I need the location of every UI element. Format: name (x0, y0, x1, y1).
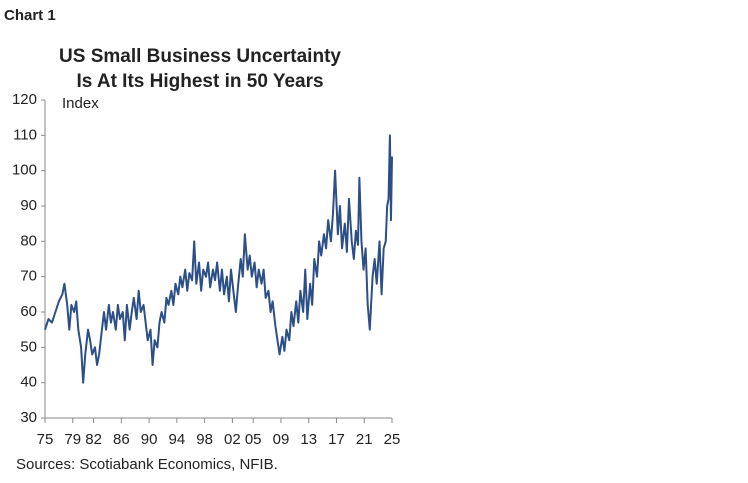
x-tick-label: 13 (300, 431, 317, 448)
x-tick-label: 75 (37, 431, 54, 448)
chart-label: Chart 1 (4, 7, 56, 24)
x-tick-label: 79 (64, 431, 81, 448)
y-tick-label: 30 (20, 409, 37, 426)
y-tick-label: 110 (13, 126, 37, 143)
x-tick-label: 86 (113, 431, 130, 448)
y-tick-label: 120 (12, 91, 37, 108)
y-tick-label: 60 (20, 303, 37, 320)
line (44, 134, 393, 384)
y-tick-label: 50 (20, 338, 37, 355)
x-tick-label: 82 (85, 431, 102, 448)
x-tick-label: 94 (169, 431, 186, 448)
x-tick-label: 09 (273, 431, 290, 448)
chart-title: Is At Its Highest in 50 Years (76, 71, 323, 92)
y-tick-label: 100 (12, 162, 37, 179)
y-axis-label: Index (62, 95, 99, 112)
x-tick-label: 05 (245, 431, 262, 448)
x-tick-label: 21 (356, 431, 373, 448)
y-tick-label: 90 (20, 197, 37, 214)
y-tick-label: 40 (20, 374, 37, 391)
chart-title: US Small Business Uncertainty (59, 46, 341, 67)
x-tick-label: 02 (224, 431, 241, 448)
x-tick-label: 17 (328, 431, 345, 448)
y-tick-label: 70 (20, 268, 37, 285)
y-tick-label: 80 (20, 232, 37, 249)
source: Sources: Scotiabank Economics, NFIB. (16, 456, 278, 473)
x-tick-label: 98 (196, 431, 213, 448)
x-tick-label: 25 (384, 431, 401, 448)
x-tick-label: 90 (141, 431, 158, 448)
